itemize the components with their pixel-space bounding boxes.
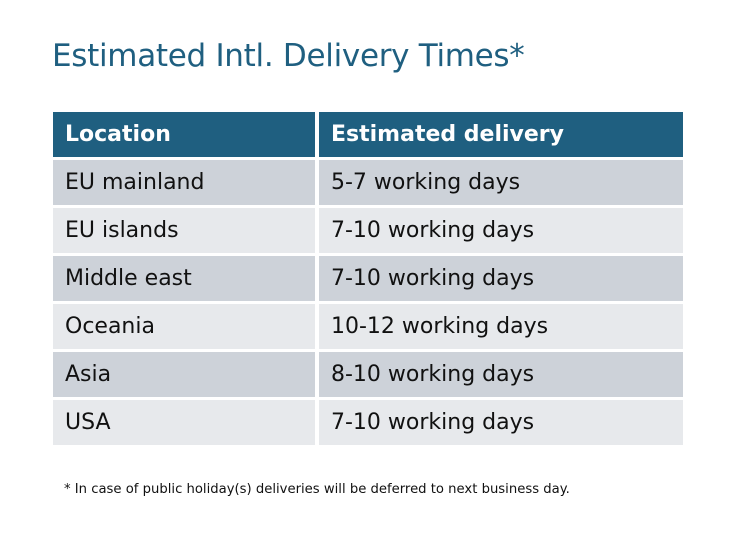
table-row: EU islands 7-10 working days <box>53 207 683 253</box>
delivery-cell: 5-7 working days <box>319 159 683 205</box>
table-row: EU mainland 5-7 working days <box>53 159 683 205</box>
location-cell: Oceania <box>53 303 315 349</box>
delivery-cell: 7-10 working days <box>319 255 683 301</box>
location-cell: EU mainland <box>53 159 315 205</box>
header-location: Location <box>53 111 315 157</box>
location-cell: EU islands <box>53 207 315 253</box>
delivery-cell: 7-10 working days <box>319 399 683 445</box>
page-title: Estimated Intl. Delivery Times* <box>52 38 525 74</box>
footnote: * In case of public holiday(s) deliverie… <box>64 482 570 497</box>
delivery-times-table: Location Estimated delivery EU mainland … <box>49 109 687 448</box>
location-cell: Middle east <box>53 255 315 301</box>
location-cell: USA <box>53 399 315 445</box>
delivery-cell: 7-10 working days <box>319 207 683 253</box>
table-row: USA 7-10 working days <box>53 399 683 445</box>
table-row: Asia 8-10 working days <box>53 351 683 397</box>
table-row: Oceania 10-12 working days <box>53 303 683 349</box>
location-cell: Asia <box>53 351 315 397</box>
table-row: Middle east 7-10 working days <box>53 255 683 301</box>
delivery-cell: 10-12 working days <box>319 303 683 349</box>
header-estimated-delivery: Estimated delivery <box>319 111 683 157</box>
delivery-cell: 8-10 working days <box>319 351 683 397</box>
table-header-row: Location Estimated delivery <box>53 111 683 157</box>
